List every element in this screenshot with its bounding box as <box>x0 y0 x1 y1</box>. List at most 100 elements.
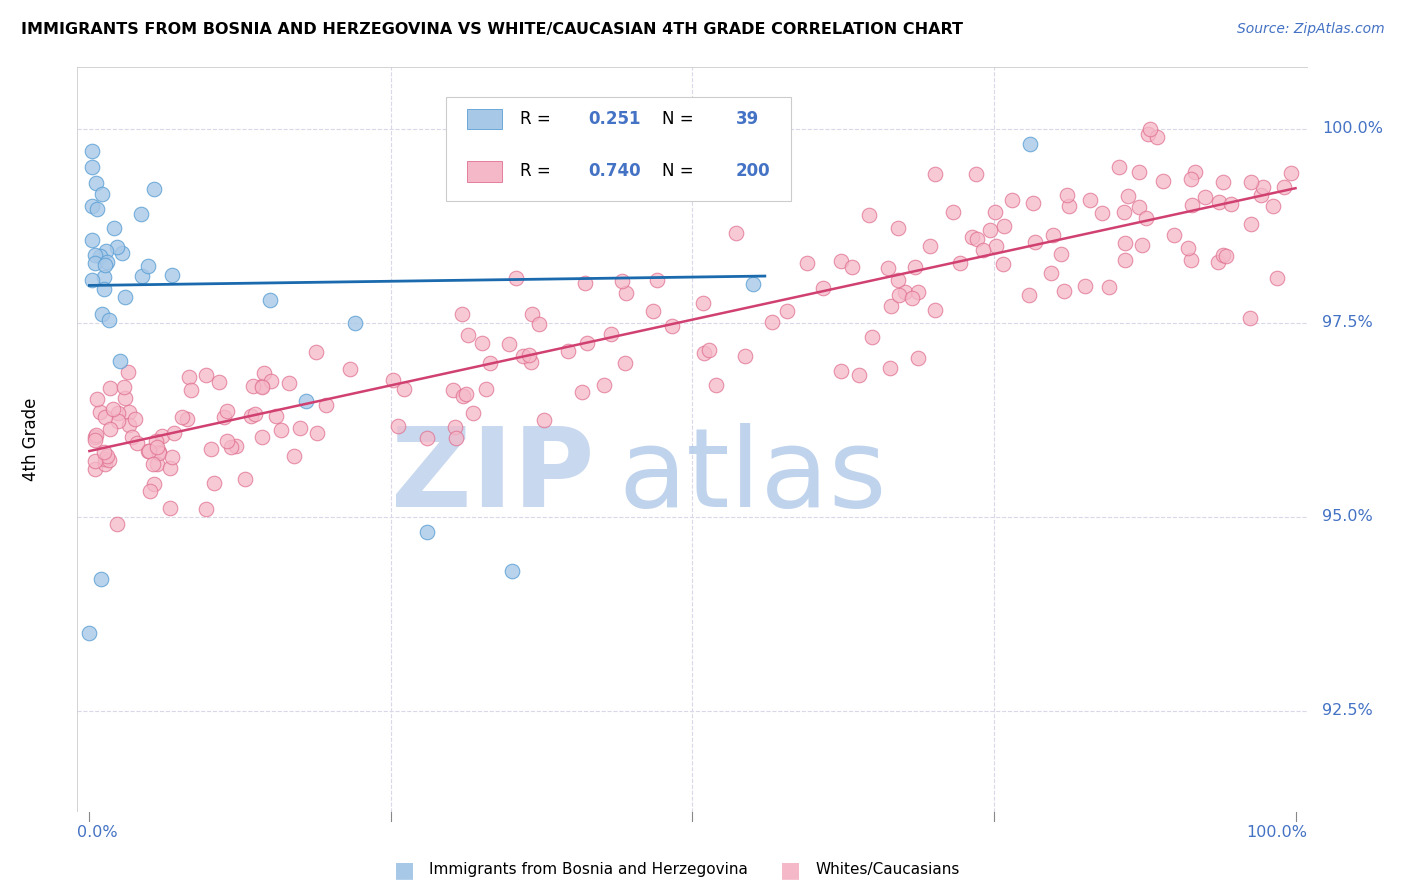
Point <box>461 406 484 420</box>
Point <box>972 243 994 257</box>
Point <box>136 259 159 273</box>
Point <box>1112 205 1135 219</box>
Point <box>1212 176 1234 190</box>
Point <box>80 144 103 158</box>
Point <box>1042 228 1064 243</box>
Point <box>394 382 416 396</box>
Point <box>830 364 852 378</box>
Point <box>84 462 107 476</box>
Point <box>105 240 128 254</box>
Point <box>93 282 115 296</box>
Point <box>661 319 683 334</box>
Point <box>233 472 256 486</box>
Point <box>522 307 544 321</box>
Point <box>84 453 107 467</box>
Point <box>1219 196 1241 211</box>
Text: 200: 200 <box>735 162 770 180</box>
Point <box>1250 187 1272 202</box>
Point <box>1139 122 1161 136</box>
Point <box>93 457 115 471</box>
Point <box>1050 247 1073 261</box>
Point <box>593 378 616 392</box>
Point <box>1215 249 1237 263</box>
Point <box>1053 284 1076 298</box>
Point <box>1019 137 1042 152</box>
Point <box>501 564 523 578</box>
Point <box>114 290 136 304</box>
Point <box>879 299 901 313</box>
Point <box>725 227 748 241</box>
Point <box>479 355 502 369</box>
Point <box>993 219 1015 233</box>
Point <box>136 444 159 458</box>
Point <box>699 343 721 357</box>
Point <box>138 444 160 458</box>
Point <box>80 272 103 286</box>
Point <box>858 208 880 222</box>
Point <box>444 420 467 434</box>
Point <box>146 457 169 471</box>
Point <box>200 442 222 456</box>
Point <box>920 239 942 253</box>
Point <box>765 167 787 181</box>
Point <box>1184 165 1206 179</box>
Text: 92.5%: 92.5% <box>1323 704 1374 718</box>
Point <box>879 360 901 375</box>
Point <box>706 378 728 392</box>
Point <box>142 458 165 472</box>
Text: 100.0%: 100.0% <box>1323 121 1384 136</box>
Point <box>91 187 114 202</box>
Point <box>146 440 169 454</box>
Point <box>574 276 596 290</box>
Point <box>471 335 494 350</box>
Text: Whites/Caucasians: Whites/Caucasians <box>815 863 960 877</box>
Point <box>264 409 287 424</box>
Point <box>886 273 908 287</box>
Point <box>219 440 242 454</box>
Point <box>877 261 900 276</box>
Point <box>848 368 870 382</box>
Point <box>80 199 103 213</box>
Point <box>474 382 496 396</box>
Point <box>1074 278 1097 293</box>
Point <box>315 398 337 412</box>
Point <box>225 439 247 453</box>
Point <box>1114 253 1136 268</box>
Point <box>83 248 105 262</box>
Point <box>84 427 107 442</box>
Point <box>901 291 924 305</box>
Point <box>252 380 274 394</box>
Point <box>1108 160 1130 174</box>
Point <box>84 176 107 190</box>
Point <box>90 572 112 586</box>
Point <box>93 269 115 284</box>
Point <box>105 516 128 531</box>
Text: 39: 39 <box>735 110 759 128</box>
Point <box>259 293 281 307</box>
Point <box>1251 180 1274 194</box>
Point <box>993 257 1015 271</box>
Point <box>761 315 783 329</box>
Point <box>1022 196 1045 211</box>
Point <box>904 260 927 274</box>
Point <box>114 391 136 405</box>
Point <box>143 182 166 196</box>
Point <box>1056 188 1078 202</box>
Point <box>1018 287 1040 301</box>
Point <box>1128 200 1150 214</box>
Point <box>907 351 929 365</box>
Point <box>692 296 714 310</box>
Point <box>252 430 274 444</box>
Point <box>84 434 107 448</box>
Point <box>98 452 121 467</box>
Point <box>290 421 312 435</box>
Text: R =: R = <box>520 162 557 180</box>
Point <box>89 405 111 419</box>
Point <box>907 285 929 300</box>
Bar <box>467 161 502 182</box>
Point <box>79 626 101 640</box>
Point <box>107 414 129 428</box>
Point <box>1128 165 1150 179</box>
Point <box>253 366 276 380</box>
Point <box>250 378 273 392</box>
